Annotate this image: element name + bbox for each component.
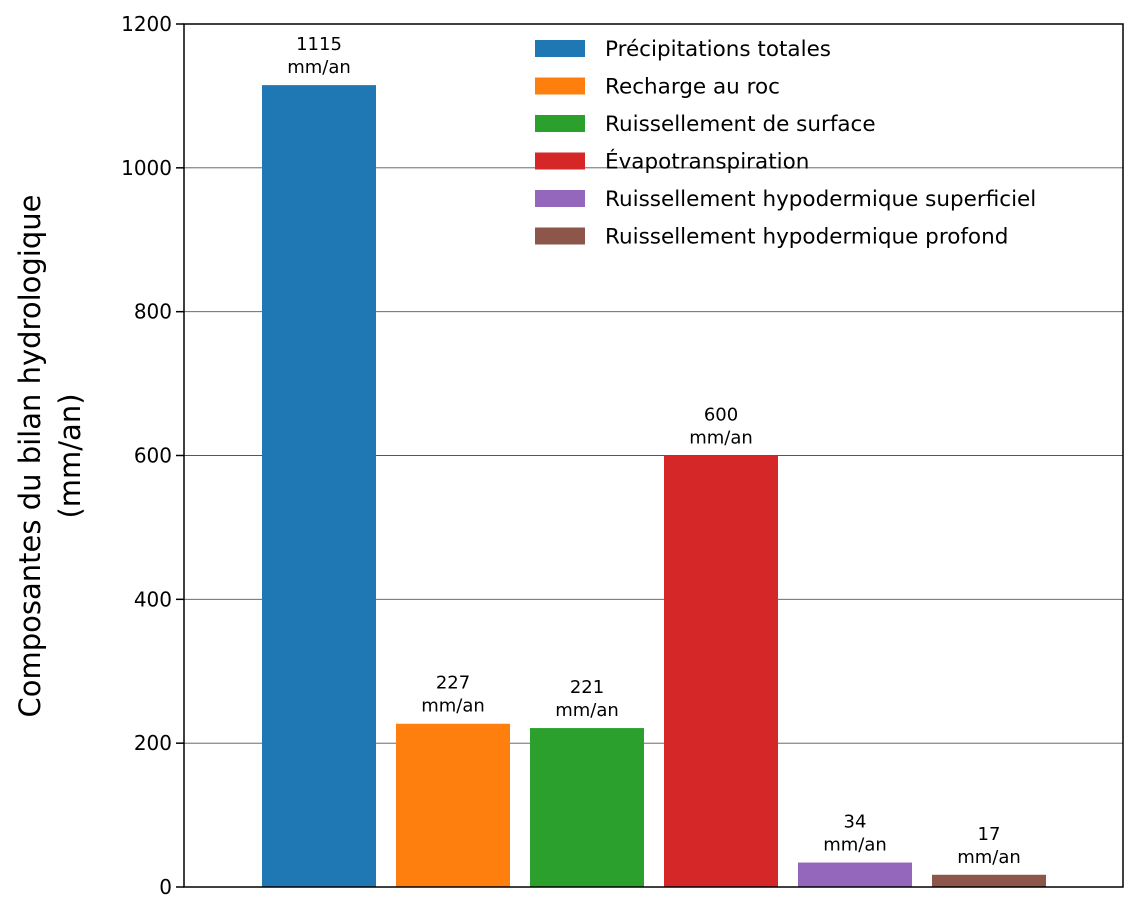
bar-5 xyxy=(798,862,912,887)
legend-swatch-5 xyxy=(535,190,585,207)
y-tick-label-800: 800 xyxy=(134,300,172,324)
bar-1 xyxy=(262,85,376,888)
legend-swatch-6 xyxy=(535,227,585,245)
bar-unit-label-3: mm/an xyxy=(555,700,619,721)
bar-value-label-6: 17 xyxy=(978,824,1001,845)
y-tick-label-1200: 1200 xyxy=(121,12,172,36)
bar-value-label-3: 221 xyxy=(570,677,604,698)
bar-value-label-2: 227 xyxy=(436,673,470,694)
bar-value-label-5: 34 xyxy=(844,812,867,833)
legend-label-1: Précipitations totales xyxy=(605,37,831,62)
y-tick-label-0: 0 xyxy=(159,875,172,899)
legend: Précipitations totales Recharge au roc Rui… xyxy=(535,37,1036,250)
legend-label-5: Ruissellement hypodermique superficiel xyxy=(605,187,1036,212)
bar-6 xyxy=(932,874,1046,887)
bar-unit-label-2: mm/an xyxy=(421,696,485,717)
legend-label-2: Recharge au roc xyxy=(605,75,780,100)
y-tick-label-1000: 1000 xyxy=(121,156,172,180)
legend-swatch-1 xyxy=(535,40,585,57)
bar-unit-label-6: mm/an xyxy=(957,847,1021,868)
legend-label-3: Ruissellement de surface xyxy=(605,112,876,137)
legend-swatch-2 xyxy=(535,77,585,95)
data-labels: 1115mm/an227mm/an221mm/an600mm/an34mm/an… xyxy=(287,34,1021,868)
bar-unit-label-4: mm/an xyxy=(689,428,753,449)
legend-label-4: Évapotranspiration xyxy=(605,149,809,175)
y-axis-label-line1: Composantes du bilan hydrologique xyxy=(13,195,47,718)
y-axis: 0 200 400 600 800 1000 1200 xyxy=(121,12,184,899)
bar-unit-label-5: mm/an xyxy=(823,835,887,856)
legend-swatch-4 xyxy=(535,152,585,170)
bar-unit-label-1: mm/an xyxy=(287,57,351,78)
bar-4 xyxy=(664,455,778,887)
bar-3 xyxy=(530,728,644,887)
legend-label-6: Ruissellement hypodermique profond xyxy=(605,225,1008,250)
y-tick-label-600: 600 xyxy=(134,444,172,468)
bar-value-label-1: 1115 xyxy=(296,34,342,55)
y-tick-label-400: 400 xyxy=(134,587,172,611)
legend-swatch-3 xyxy=(535,115,585,132)
y-tick-label-200: 200 xyxy=(134,731,172,755)
bars xyxy=(262,85,1046,888)
bar-value-label-4: 600 xyxy=(704,405,738,426)
y-axis-label-line2: (mm/an) xyxy=(53,393,87,518)
bar-2 xyxy=(396,723,510,887)
